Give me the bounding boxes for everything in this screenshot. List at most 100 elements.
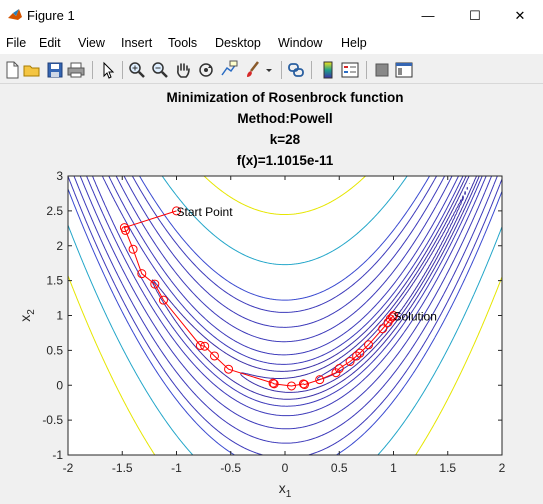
colorbar-icon bbox=[323, 61, 333, 79]
x-tick-label: 0 bbox=[282, 461, 289, 475]
path-point bbox=[195, 340, 205, 350]
path-point bbox=[121, 225, 131, 235]
menu-window[interactable]: Window bbox=[278, 36, 323, 50]
path-point bbox=[364, 340, 374, 350]
chevron-down-icon bbox=[266, 69, 272, 72]
path-point bbox=[345, 357, 355, 367]
toolbar-separator bbox=[92, 61, 93, 79]
pan-button[interactable] bbox=[173, 60, 193, 80]
path-point bbox=[334, 364, 344, 374]
menu-help[interactable]: Help bbox=[341, 36, 367, 50]
show-plot-tools-button[interactable] bbox=[394, 60, 414, 80]
x-tick-label: 2 bbox=[499, 461, 506, 475]
y-tick-label: 2.5 bbox=[46, 204, 63, 218]
path-point bbox=[150, 279, 160, 289]
contour-level-4 bbox=[86, 176, 487, 417]
print-icon bbox=[67, 62, 85, 78]
link-plot-button[interactable] bbox=[286, 60, 306, 80]
contour-level-10 bbox=[68, 176, 502, 455]
hide-plot-tools-button[interactable] bbox=[372, 60, 392, 80]
x-tick-label: -1 bbox=[171, 461, 182, 475]
path-point bbox=[287, 381, 297, 391]
path-point bbox=[128, 244, 138, 254]
path-point bbox=[378, 324, 388, 334]
optimization-path bbox=[119, 206, 398, 391]
path-point bbox=[224, 364, 234, 374]
minimize-button[interactable]: — bbox=[405, 0, 451, 31]
zoom-in-button[interactable] bbox=[127, 60, 147, 80]
hide-plot-tools-icon bbox=[375, 63, 389, 77]
link-plot-icon bbox=[288, 63, 304, 77]
menu-edit[interactable]: Edit bbox=[39, 36, 61, 50]
path-point bbox=[172, 206, 181, 216]
path-point bbox=[389, 311, 398, 320]
y-axis-label-subscript: 2 bbox=[26, 309, 37, 315]
path-point bbox=[387, 312, 397, 322]
path-point bbox=[315, 375, 325, 385]
colorbar-button[interactable] bbox=[318, 60, 338, 80]
contour-lines bbox=[68, 176, 502, 455]
menu-view[interactable]: View bbox=[78, 36, 105, 50]
data-cursor-button[interactable] bbox=[219, 60, 239, 80]
close-icon: ✕ bbox=[514, 7, 526, 23]
y-axis-label: x2 bbox=[17, 309, 37, 322]
legend-button[interactable] bbox=[340, 60, 360, 80]
brush-options-button[interactable] bbox=[263, 60, 275, 80]
menu-bar: File Edit View Insert Tools Desktop Wind… bbox=[0, 31, 543, 54]
menu-file[interactable]: File bbox=[6, 36, 27, 50]
menu-desktop[interactable]: Desktop bbox=[215, 36, 261, 50]
x-tick-label: -1.5 bbox=[112, 461, 133, 475]
y-tick-label: 3 bbox=[56, 169, 63, 183]
contour-level-8 bbox=[68, 176, 502, 455]
path-point bbox=[209, 351, 219, 361]
menu-insert[interactable]: Insert bbox=[121, 36, 153, 50]
path-line bbox=[123, 210, 394, 387]
edit-plot-arrow-icon bbox=[103, 61, 115, 79]
zoom-out-button[interactable] bbox=[150, 60, 170, 80]
new-figure-icon bbox=[6, 61, 19, 79]
x-tick-label: 0.5 bbox=[331, 461, 348, 475]
start-point-label: Start Point bbox=[177, 205, 234, 219]
zoom-in-icon bbox=[129, 62, 145, 78]
y-tick-label: 2 bbox=[56, 239, 63, 253]
toolbar-separator bbox=[281, 61, 282, 79]
legend-icon bbox=[341, 62, 359, 78]
path-point bbox=[158, 295, 168, 305]
chart-title-line: Minimization of Rosenbrock function bbox=[167, 90, 404, 105]
save-button[interactable] bbox=[45, 60, 65, 80]
figure-canvas: Start Point Solution -2 -1.5 -1 -0.5 0 0.5 1 1.5 2… bbox=[0, 85, 543, 504]
window-title: Figure 1 bbox=[27, 8, 75, 23]
print-button[interactable] bbox=[66, 60, 86, 80]
path-point bbox=[137, 269, 147, 279]
brush-button[interactable] bbox=[243, 60, 263, 80]
contour-level-9 bbox=[68, 176, 502, 455]
contour-plot[interactable]: Start Point Solution -2 -1.5 -1 -0.5 0 0.5 1 1.5 2… bbox=[0, 85, 543, 504]
contour-level-3 bbox=[92, 176, 483, 407]
contour-level-7 bbox=[68, 176, 502, 455]
edit-plot-button[interactable] bbox=[98, 60, 118, 80]
y-tick-label: -0.5 bbox=[42, 413, 63, 427]
rotate-3d-button[interactable] bbox=[196, 60, 216, 80]
toolbar bbox=[0, 56, 543, 84]
path-point bbox=[269, 379, 279, 389]
maximize-button[interactable]: ☐ bbox=[452, 0, 498, 31]
x-tick-label: -0.5 bbox=[220, 461, 241, 475]
close-button[interactable]: ✕ bbox=[497, 0, 543, 31]
solution-label: Solution bbox=[394, 310, 437, 324]
menu-tools[interactable]: Tools bbox=[168, 36, 198, 50]
x-tick-label: -2 bbox=[63, 461, 74, 475]
open-file-icon bbox=[23, 65, 40, 77]
open-file-button[interactable] bbox=[22, 60, 42, 80]
contour-level-1 bbox=[240, 176, 477, 393]
new-figure-button[interactable] bbox=[2, 60, 22, 80]
chart-title-line: k=28 bbox=[270, 132, 301, 147]
path-point bbox=[352, 351, 362, 361]
y-tick-label: -1 bbox=[52, 448, 63, 462]
toolbar-separator bbox=[366, 61, 367, 79]
title-bar: Figure 1 — ☐ ✕ bbox=[0, 0, 543, 31]
contour-level-5 bbox=[79, 176, 493, 430]
contour-level-2 bbox=[151, 176, 480, 400]
toolbar-separator bbox=[122, 61, 123, 79]
show-plot-tools-icon bbox=[395, 62, 413, 78]
toolbar-separator bbox=[311, 61, 312, 79]
